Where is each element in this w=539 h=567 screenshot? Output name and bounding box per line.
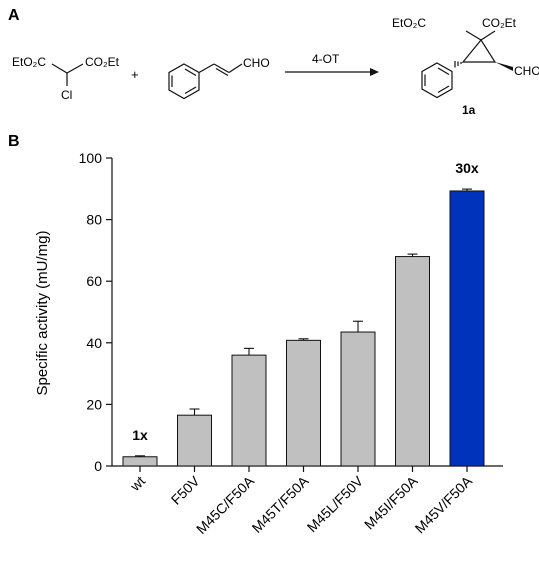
reagent-chloromalonate: EtO₂C CO₂Et Cl [12, 55, 120, 102]
reagent-2-group: CHO [243, 56, 270, 70]
y-axis-title: Specific activity (mU/mg) [34, 230, 51, 395]
product-right-group: CO₂Et [482, 16, 517, 30]
error-bar [407, 253, 418, 257]
reagent-1-bonds [51, 63, 84, 86]
bar-annotation: 30x [455, 160, 479, 176]
x-tick-label: wt [126, 473, 148, 495]
error-bar [298, 338, 309, 341]
bar [340, 331, 376, 467]
error-bar [189, 408, 200, 416]
reagent-1-right-group: CO₂Et [85, 55, 120, 69]
bar [122, 456, 158, 467]
y-tick-label: 80 [86, 212, 102, 228]
reagent-cinnamaldehyde [168, 63, 243, 100]
y-axis: 0 20 40 60 80 100 [79, 150, 113, 474]
panel-b-label: B [8, 133, 20, 150]
y-tick-label: 20 [86, 396, 102, 412]
compound-label: 1a [462, 103, 476, 117]
bar [395, 256, 430, 467]
bars [122, 190, 485, 467]
product-left-group: EtO₂C [392, 16, 426, 30]
x-tick-label: M45L/F50V [304, 472, 367, 535]
y-tick-label: 0 [94, 458, 102, 474]
reaction-scheme: A EtO₂C CO₂Et Cl + CHO [8, 7, 539, 117]
bar [449, 190, 485, 467]
x-axis [112, 465, 503, 472]
bar [231, 354, 267, 467]
product-bonds [421, 30, 497, 99]
product-group: CHO [514, 64, 539, 78]
panel-a-label: A [8, 7, 20, 24]
bar-chart: Specific activity (mU/mg) 0 20 40 60 80 100 1… [34, 150, 503, 537]
reaction-arrow [285, 68, 379, 76]
x-tick-label: M45C/F50A [193, 472, 258, 537]
x-tick-label: F50V [168, 472, 203, 507]
bar [286, 339, 321, 467]
y-tick-label: 60 [86, 273, 102, 289]
x-tick-labels: wt F50VM45C/F50AM45T/F50AM45L/F50VM45I/F5… [126, 472, 475, 537]
product-wedge-bond [495, 62, 513, 71]
product-hashed-bond [454, 61, 462, 68]
error-bar [135, 455, 145, 457]
y-tick-label: 40 [86, 335, 102, 351]
product-cyclopropane: EtO₂C CO₂Et CHO 1a [392, 16, 539, 117]
reagent-1-left-group: EtO₂C [12, 55, 46, 69]
error-bar [462, 188, 472, 191]
bar-annotations: 1x 30x [132, 160, 479, 443]
y-tick-label: 100 [79, 150, 103, 166]
catalyst-label: 4-OT [312, 52, 340, 66]
plus-sign: + [131, 67, 139, 82]
bar-annotation: 1x [132, 427, 148, 443]
bar [177, 414, 212, 467]
error-bar [353, 320, 363, 333]
error-bars [135, 188, 472, 457]
x-tick-label: M45V/F50A [412, 472, 476, 536]
reagent-1-substituent: Cl [61, 88, 72, 102]
x-tick-label: M45T/F50A [249, 472, 312, 535]
error-bar [244, 347, 254, 356]
